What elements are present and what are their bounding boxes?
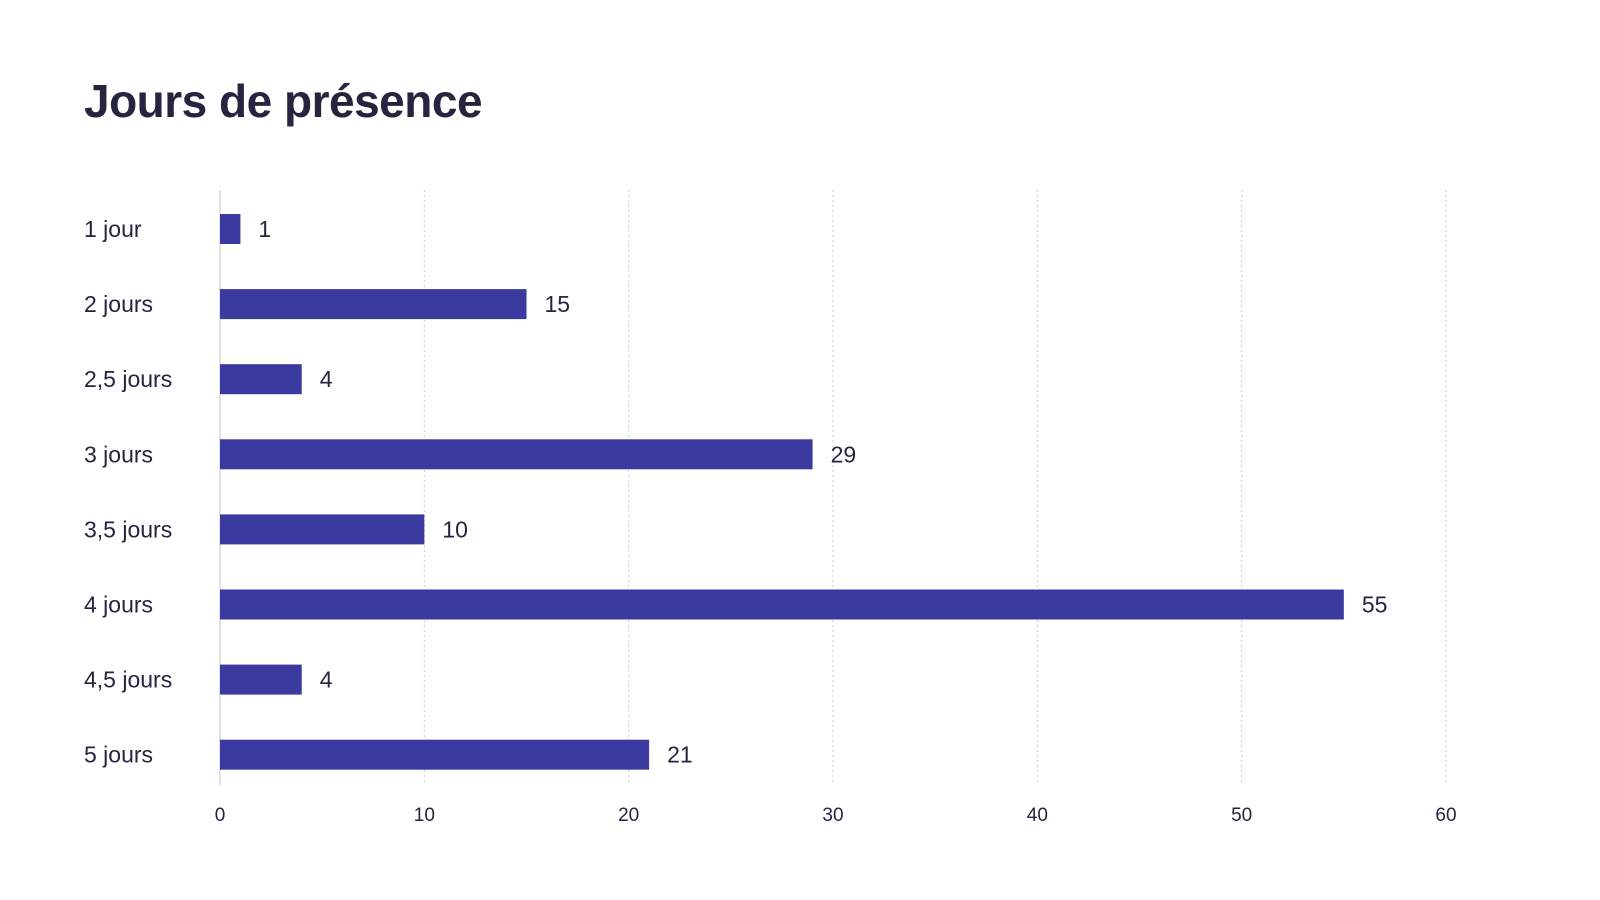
x-tick-label: 60: [1435, 805, 1456, 826]
x-tick-label: 0: [215, 805, 226, 826]
value-label: 55: [1362, 592, 1388, 618]
chart-title: Jours de présence: [84, 75, 483, 127]
bar: [220, 439, 813, 470]
bar: [220, 589, 1344, 620]
x-tick-label: 30: [822, 805, 843, 826]
value-label: 4: [320, 667, 333, 693]
category-label: 3,5 jours: [84, 516, 172, 542]
bar: [220, 289, 527, 320]
value-label: 15: [545, 291, 571, 317]
grid-lines: [219, 190, 1447, 785]
category-label: 2 jours: [84, 291, 153, 317]
value-label: 10: [442, 516, 468, 542]
category-label: 4 jours: [84, 592, 153, 618]
bar: [220, 739, 650, 770]
category-labels: 1 jour 2 jours 2,5 jours 3 jours 3,5 jours 4 …: [84, 216, 172, 768]
value-label: 4: [320, 366, 333, 392]
bar: [220, 664, 302, 695]
category-label: 1 jour: [84, 216, 142, 242]
x-tick-label: 10: [414, 805, 435, 826]
value-label: 21: [667, 742, 693, 768]
value-label: 1: [258, 216, 271, 242]
x-tick-label: 50: [1231, 805, 1252, 826]
bar: [220, 514, 425, 545]
bar: [220, 364, 302, 395]
value-labels: 1 15 4 29 10 55 4 21: [258, 216, 1387, 768]
category-label: 4,5 jours: [84, 667, 172, 693]
x-tick-label: 40: [1027, 805, 1048, 826]
bars: [220, 214, 1344, 770]
bar: [220, 214, 241, 244]
category-label: 5 jours: [84, 742, 153, 768]
value-label: 29: [831, 441, 857, 467]
x-axis-ticks: 0 10 20 30 40 50 60: [215, 805, 1457, 826]
category-label: 2,5 jours: [84, 366, 172, 392]
category-label: 3 jours: [84, 441, 153, 467]
x-tick-label: 20: [618, 805, 639, 826]
